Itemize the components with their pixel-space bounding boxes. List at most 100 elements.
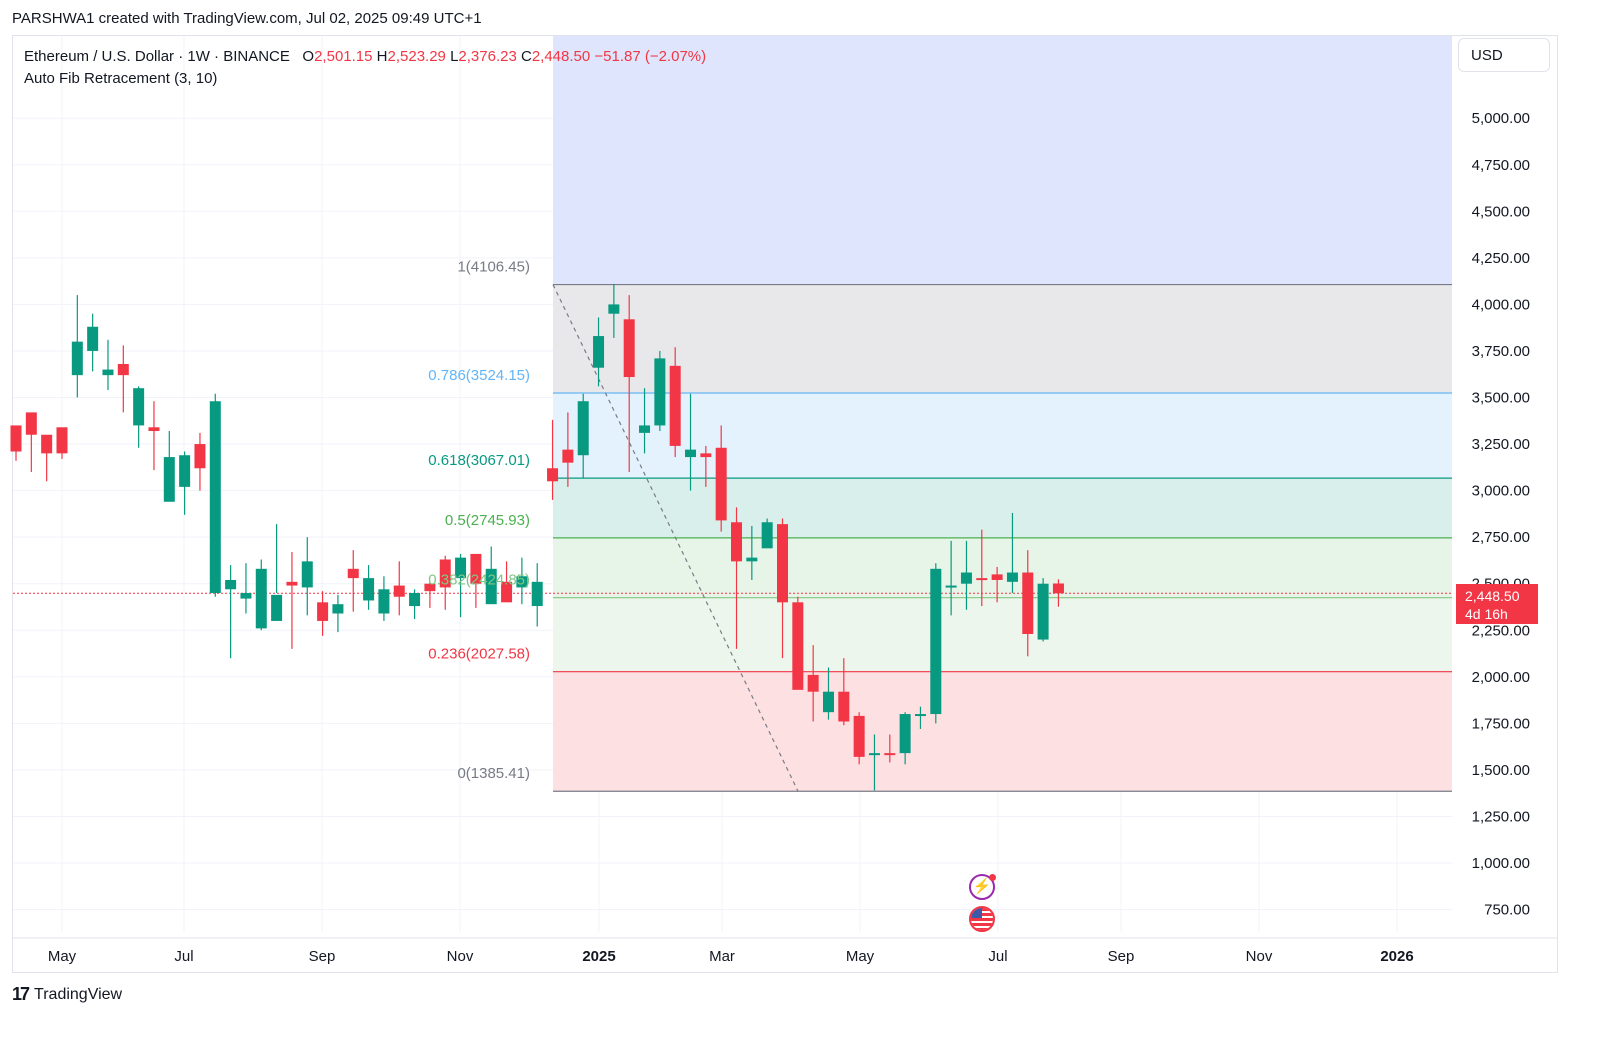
chart-attribution: PARSHWA1 created with TradingView.com, J… — [12, 10, 482, 27]
candle-up — [179, 455, 191, 487]
candle-up — [255, 568, 267, 629]
fib-zone — [553, 393, 1452, 479]
candle-down — [838, 691, 850, 722]
close-label: C — [520, 48, 532, 65]
symbol-title[interactable]: Ethereum / U.S. Dollar · 1W · BINANCE — [24, 48, 290, 65]
candle-down — [884, 753, 896, 756]
us-flag-event-icon[interactable] — [969, 906, 995, 932]
candle-down — [700, 453, 712, 458]
candle-up — [822, 691, 834, 713]
indicator-legend-row[interactable]: Auto Fib Retracement (3, 10) — [24, 70, 218, 87]
candle-down — [317, 602, 329, 621]
ohlc-legend-row: Ethereum / U.S. Dollar · 1W · BINANCE O 2… — [24, 46, 706, 68]
fib-extension-zone — [553, 36, 1452, 285]
candle-up — [133, 388, 145, 426]
lightning-event-icon[interactable]: ⚡ — [969, 874, 996, 900]
fib-level-label: 0.786(3524.15) — [428, 367, 530, 384]
candle-down — [731, 522, 743, 562]
candle-down — [148, 427, 160, 432]
candle-up — [639, 425, 651, 433]
candle-up — [746, 557, 758, 562]
candle-down — [286, 581, 298, 586]
candle-up — [409, 593, 421, 607]
x-axis-tick-label: Sep — [309, 948, 336, 965]
x-axis-tick-label: Jul — [988, 948, 1007, 965]
fib-level-label: 0.236(2027.58) — [428, 646, 530, 663]
y-axis-tick-label: 2,000.00 — [1472, 669, 1530, 686]
fib-zone — [553, 671, 1452, 792]
candle-down — [547, 468, 559, 482]
candle-down — [194, 444, 206, 469]
y-axis-tick-label: 4,500.00 — [1472, 203, 1530, 220]
y-axis-tick-label: 3,000.00 — [1472, 483, 1530, 500]
x-axis-tick-label: Jul — [174, 948, 193, 965]
candle-up — [914, 714, 926, 717]
y-axis-tick-label: 2,750.00 — [1472, 529, 1530, 546]
candle-up — [945, 585, 957, 588]
candle-up — [960, 572, 972, 584]
candle-up — [1006, 572, 1018, 582]
candle-up — [930, 568, 942, 715]
candle-up — [163, 457, 175, 502]
x-axis-tick-label: Nov — [1246, 948, 1273, 965]
candle-up — [899, 714, 911, 754]
candle-down — [976, 578, 988, 581]
x-axis-tick-label: Mar — [709, 948, 735, 965]
candle-down — [623, 319, 635, 378]
candle-up — [240, 593, 252, 599]
candle-down — [669, 365, 681, 446]
x-axis-tick-label: Sep — [1108, 948, 1135, 965]
candle-up — [685, 449, 697, 458]
bar-countdown: 4d 16h — [1465, 606, 1508, 622]
y-axis-tick-label: 4,750.00 — [1472, 157, 1530, 174]
current-price-value: 2,448.50 — [1465, 588, 1520, 604]
fib-zone — [553, 537, 1452, 598]
candle-up — [455, 557, 467, 579]
y-axis-tick-label: 3,500.00 — [1472, 390, 1530, 407]
candle-down — [56, 427, 68, 454]
candle-down — [117, 363, 129, 376]
candle-up — [87, 326, 99, 351]
low-value: 2,376.23 — [458, 48, 517, 65]
y-axis-tick-label: 4,250.00 — [1472, 250, 1530, 267]
chart-panel[interactable] — [12, 35, 1558, 973]
chart-legend: Ethereum / U.S. Dollar · 1W · BINANCE O 2… — [24, 46, 706, 90]
candle-up — [593, 336, 605, 368]
y-axis-tick-label: 3,250.00 — [1472, 436, 1530, 453]
candle-up — [608, 304, 620, 314]
open-label: O — [302, 48, 315, 65]
close-value: 2,448.50 — [531, 48, 591, 65]
candle-down — [424, 583, 436, 592]
y-axis-tick-label: 5,000.00 — [1472, 110, 1530, 127]
candle-up — [301, 561, 313, 588]
candle-down — [777, 524, 788, 603]
tradingview-brand: TradingView — [34, 985, 123, 1003]
high-label: H — [376, 48, 388, 65]
y-axis-tick-label: 1,250.00 — [1472, 808, 1530, 825]
candle-down — [393, 585, 405, 597]
candle-down — [1022, 572, 1034, 634]
tradingview-logo[interactable]: 17 TradingView — [12, 984, 122, 1005]
candle-up — [1037, 583, 1049, 640]
candle-up — [378, 589, 390, 614]
fib-level-label: 0.5(2745.93) — [445, 512, 530, 529]
candle-up — [271, 594, 283, 621]
candle-up — [485, 568, 497, 605]
x-axis-tick-label: May — [48, 948, 77, 965]
candle-up — [654, 358, 666, 426]
candle-up — [71, 341, 83, 376]
currency-button[interactable]: USD — [1458, 38, 1550, 72]
candle-down — [347, 568, 359, 579]
candle-down — [792, 602, 804, 690]
candle-down — [10, 425, 22, 452]
candle-down — [501, 581, 513, 603]
x-axis-tick-label: 2026 — [1380, 948, 1413, 965]
candle-down — [41, 434, 53, 454]
high-value: 2,523.29 — [387, 48, 446, 65]
candle-down — [439, 559, 451, 588]
low-label: L — [450, 48, 459, 65]
tradingview-mark-icon: 17 — [12, 984, 30, 1004]
y-axis-tick-label: 1,000.00 — [1472, 855, 1530, 872]
fib-level-label: 0.382(2424.85) — [428, 572, 530, 589]
